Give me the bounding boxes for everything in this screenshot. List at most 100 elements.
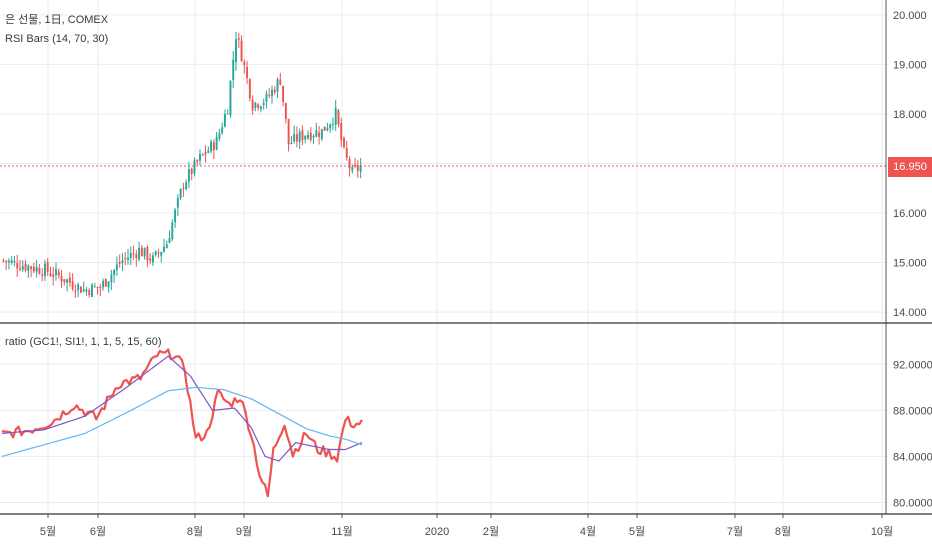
- candle-body: [262, 102, 265, 105]
- candle-body: [129, 253, 132, 259]
- candle-body: [243, 61, 246, 66]
- candle-body: [232, 59, 235, 81]
- candle-body: [21, 266, 24, 270]
- candle-body: [223, 113, 226, 127]
- ratio-long-ma-line: [1, 386, 363, 457]
- candle-body: [312, 136, 315, 138]
- candle-body: [259, 106, 262, 109]
- candle-body: [318, 132, 321, 137]
- candle-body: [35, 266, 38, 272]
- candle-body: [301, 130, 304, 140]
- candle-body: [30, 266, 33, 269]
- candle-body: [57, 271, 60, 276]
- candle-body: [146, 246, 149, 261]
- candle-body: [273, 89, 276, 93]
- candle-body: [127, 257, 129, 260]
- candle-body: [221, 127, 224, 133]
- x-tick-label: 2020: [425, 526, 449, 538]
- candle-body: [5, 260, 8, 263]
- candle-body: [121, 260, 124, 264]
- candle-body: [96, 286, 99, 289]
- candle-body: [52, 274, 55, 277]
- candle-body: [185, 182, 188, 190]
- candle-body: [74, 290, 77, 292]
- candle-body: [251, 99, 254, 111]
- candle-body: [168, 238, 171, 243]
- candle-body: [265, 93, 268, 102]
- candle-body: [24, 263, 27, 271]
- x-tick-label: 2월: [483, 525, 499, 538]
- candle-body: [279, 79, 282, 85]
- candle-body: [268, 94, 271, 96]
- candle-body: [271, 89, 273, 96]
- candle-body: [66, 279, 69, 283]
- candle-body: [171, 222, 174, 240]
- candle-body: [91, 284, 93, 297]
- candle-body: [140, 247, 143, 257]
- price-candles: [0, 31, 886, 298]
- candle-body: [49, 273, 52, 276]
- x-tick-label: 11월: [331, 525, 353, 538]
- candle-body: [85, 289, 88, 292]
- last-price-tag: 16.950: [888, 157, 932, 177]
- x-tick-label: 5월: [629, 525, 645, 538]
- candle-body: [282, 85, 285, 103]
- candle-body: [348, 159, 351, 169]
- x-tick-label: 6월: [90, 525, 106, 538]
- candle-body: [210, 141, 213, 152]
- candle-body: [107, 281, 110, 288]
- candle-body: [340, 123, 343, 141]
- candle-body: [41, 274, 44, 276]
- candle-body: [240, 40, 243, 62]
- price-pane-title: 은 선물, 1日, COMEX: [5, 14, 109, 26]
- candle-body: [46, 261, 49, 273]
- candle-body: [201, 154, 204, 156]
- candle-body: [320, 129, 323, 140]
- ratio-tick-label: 84.000000: [893, 451, 932, 463]
- candle-body: [329, 124, 332, 129]
- candle-body: [27, 265, 30, 272]
- candle-body: [182, 187, 185, 189]
- ratio-series-line: [1, 348, 363, 498]
- axes: 20.00019.00018.00017.00016.00015.00014.0…: [0, 0, 932, 538]
- price-tick-label: 16.000: [893, 208, 927, 220]
- candle-body: [135, 254, 138, 259]
- candle-body: [218, 133, 221, 139]
- candle-body: [68, 277, 71, 283]
- candle-body: [16, 263, 19, 269]
- candle-body: [160, 252, 163, 256]
- price-tick-label: 19.000: [893, 59, 927, 71]
- ratio-tick-label: 80.000000: [893, 497, 932, 509]
- candle-body: [93, 286, 96, 288]
- candle-body: [343, 138, 345, 148]
- candle-body: [337, 110, 340, 125]
- candle-body: [284, 103, 287, 120]
- candle-body: [293, 133, 296, 142]
- candle-body: [304, 135, 307, 140]
- candle-body: [215, 136, 218, 150]
- candle-body: [193, 160, 196, 174]
- candle-body: [207, 150, 210, 153]
- candle-body: [254, 102, 257, 108]
- ratio-mid-ma-line: [1, 355, 363, 462]
- candle-body: [257, 104, 260, 108]
- candle-body: [102, 280, 105, 288]
- candle-body: [38, 268, 41, 274]
- candle-body: [165, 244, 168, 249]
- candle-body: [276, 79, 279, 92]
- x-tick-label: 9월: [236, 525, 252, 538]
- candle-body: [7, 260, 10, 263]
- candle-body: [2, 259, 5, 261]
- candle-body: [163, 246, 165, 252]
- candle-body: [82, 289, 85, 292]
- candle-body: [104, 279, 107, 287]
- x-tick-label: 4월: [580, 525, 596, 538]
- candle-body: [179, 189, 182, 199]
- candle-body: [196, 160, 199, 162]
- candle-body: [246, 66, 249, 78]
- candle-body: [13, 260, 16, 263]
- ratio-lines: [1, 348, 363, 498]
- candle-body: [154, 251, 157, 256]
- candle-body: [290, 142, 293, 144]
